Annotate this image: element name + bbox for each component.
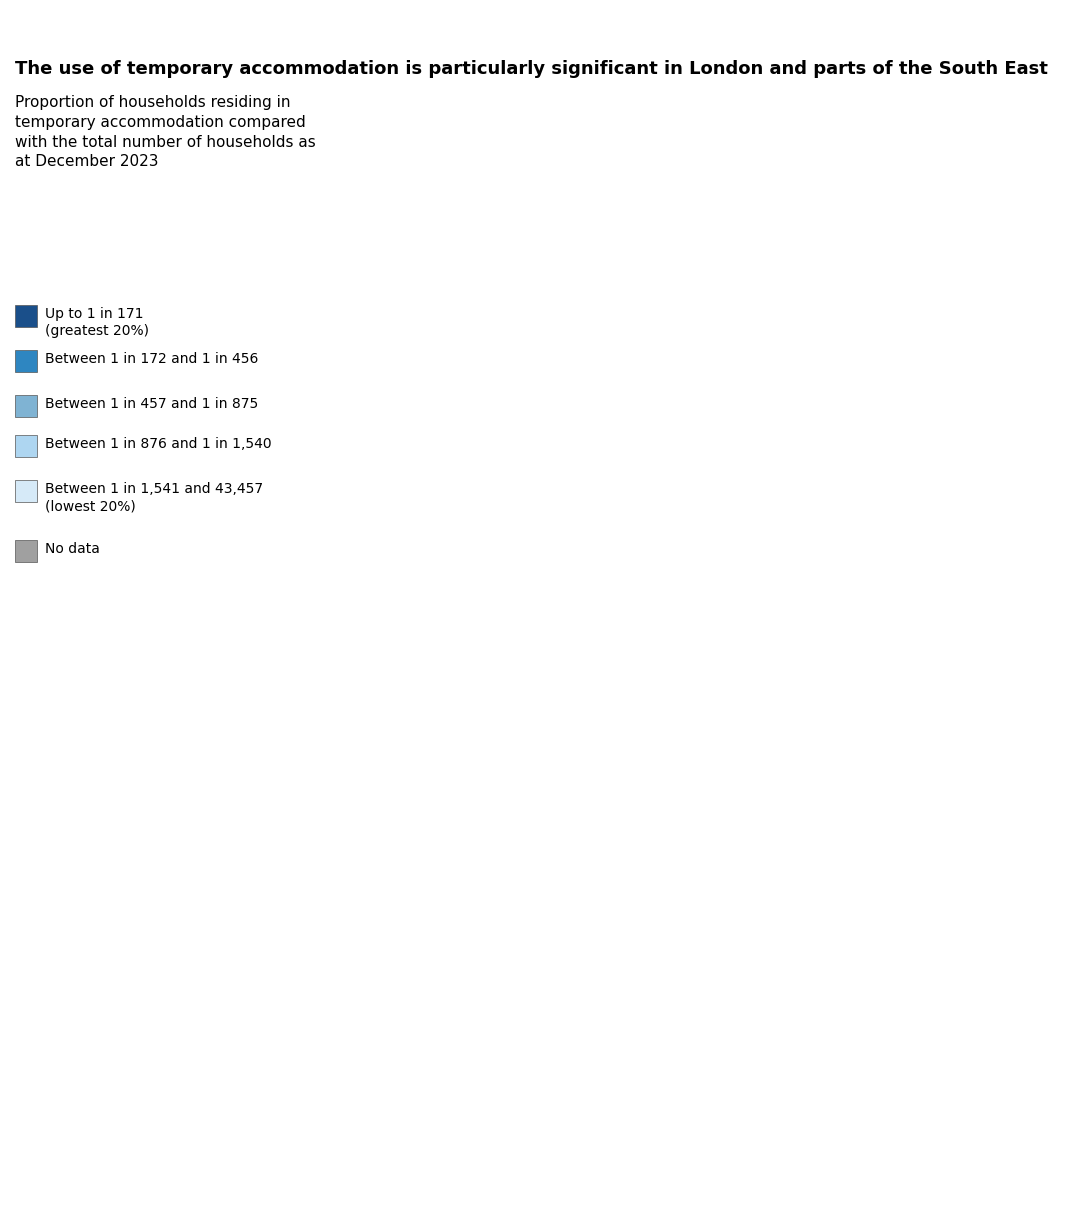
Text: Between 1 in 172 and 1 in 456: Between 1 in 172 and 1 in 456 (45, 352, 259, 365)
FancyBboxPatch shape (15, 350, 37, 371)
Text: Between 1 in 457 and 1 in 875: Between 1 in 457 and 1 in 875 (45, 397, 259, 411)
Text: Between 1 in 1,541 and 43,457
(lowest 20%): Between 1 in 1,541 and 43,457 (lowest 20… (45, 482, 263, 513)
FancyBboxPatch shape (15, 540, 37, 561)
FancyBboxPatch shape (15, 305, 37, 327)
Text: No data: No data (45, 542, 100, 557)
Text: Between 1 in 876 and 1 in 1,540: Between 1 in 876 and 1 in 1,540 (45, 437, 272, 451)
Text: Proportion of households residing in
temporary accommodation compared
with the t: Proportion of households residing in tem… (15, 96, 316, 169)
FancyBboxPatch shape (15, 394, 37, 417)
FancyBboxPatch shape (15, 436, 37, 457)
FancyBboxPatch shape (15, 480, 37, 502)
Text: The use of temporary accommodation is particularly significant in London and par: The use of temporary accommodation is pa… (15, 60, 1047, 77)
Text: Up to 1 in 171
(greatest 20%): Up to 1 in 171 (greatest 20%) (45, 307, 149, 339)
